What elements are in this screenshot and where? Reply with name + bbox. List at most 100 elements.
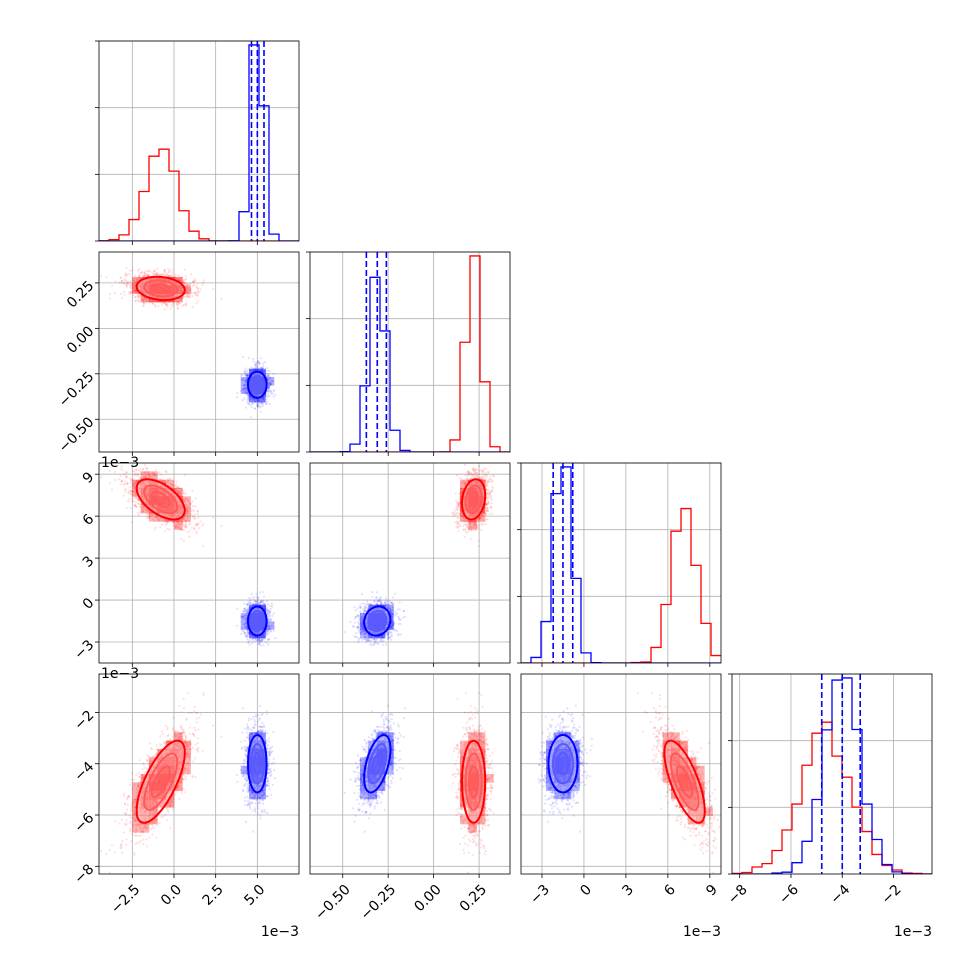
- data-point: [142, 275, 145, 278]
- data-point: [138, 283, 142, 286]
- data-point: [129, 269, 132, 272]
- data-point: [138, 275, 141, 278]
- data-point: [129, 284, 132, 287]
- data-point: [131, 287, 134, 290]
- data-point: [119, 292, 122, 295]
- data-point: [174, 275, 177, 278]
- data-point: [188, 296, 191, 299]
- data-point: [272, 629, 275, 633]
- data-point: [127, 500, 130, 503]
- data-point: [266, 401, 269, 404]
- data-point: [260, 366, 263, 369]
- data-point: [152, 269, 156, 272]
- data-point: [123, 473, 126, 476]
- data-point: [186, 290, 189, 294]
- data-point: [108, 293, 111, 296]
- data-point: [185, 295, 188, 298]
- data-point: [176, 299, 179, 302]
- data-point: [137, 293, 140, 296]
- data-point: [134, 289, 137, 292]
- panel-frame: [98, 40, 300, 242]
- data-point: [250, 366, 253, 369]
- data-point: [136, 279, 139, 282]
- data-point: [165, 272, 168, 275]
- data-point: [184, 282, 187, 286]
- data-point: [131, 268, 134, 272]
- data-point: [132, 277, 135, 280]
- data-point: [153, 269, 156, 272]
- data-point: [184, 302, 188, 305]
- data-point: [142, 271, 145, 274]
- data-point: [165, 303, 168, 307]
- data-point: [193, 280, 196, 283]
- data-point: [155, 468, 158, 471]
- data-point: [187, 292, 190, 295]
- data-point: [197, 522, 200, 525]
- data-point: [252, 360, 255, 363]
- data-point: [197, 516, 200, 519]
- data-point: [194, 293, 197, 296]
- data-point: [243, 370, 246, 373]
- data-point: [147, 274, 150, 277]
- data-point: [186, 292, 189, 295]
- data-point: [142, 300, 145, 303]
- data-point: [178, 302, 181, 305]
- data-point: [108, 482, 111, 485]
- data-point: [245, 367, 248, 370]
- data-point: [188, 296, 191, 299]
- data-point: [140, 298, 143, 301]
- data-point: [243, 397, 246, 400]
- data-point: [143, 302, 146, 305]
- data-point: [163, 274, 166, 277]
- density-cell: [157, 285, 166, 294]
- data-point: [195, 530, 198, 533]
- data-point: [125, 506, 128, 509]
- data-point: [139, 289, 142, 292]
- data-point: [254, 362, 257, 365]
- data-point: [191, 505, 194, 508]
- data-point: [191, 489, 194, 492]
- data-point: [142, 301, 145, 304]
- data-point: [133, 282, 136, 285]
- data-point: [130, 521, 133, 524]
- data-point: [196, 509, 199, 512]
- data-point: [182, 278, 185, 281]
- data-point: [151, 273, 154, 276]
- data-point: [201, 283, 204, 286]
- data-point: [196, 512, 200, 516]
- data-point: [167, 274, 171, 277]
- data-point: [137, 275, 140, 278]
- density-cell: [165, 277, 175, 286]
- data-point: [212, 516, 215, 520]
- data-point: [198, 290, 201, 293]
- data-point: [138, 283, 141, 286]
- data-point: [147, 273, 150, 276]
- data-point: [180, 299, 183, 302]
- data-point: [143, 271, 147, 274]
- data-point: [247, 356, 250, 360]
- data-point: [144, 297, 147, 300]
- data-point: [119, 276, 122, 279]
- data-point: [122, 282, 125, 285]
- data-point: [175, 300, 178, 303]
- data-point: [261, 367, 264, 370]
- data-point: [154, 526, 157, 529]
- data-point: [249, 416, 252, 419]
- data-point: [185, 282, 188, 285]
- data-point: [134, 289, 137, 292]
- data-point: [176, 301, 179, 304]
- data-point: [182, 281, 185, 284]
- data-point: [146, 293, 149, 296]
- data-point: [192, 281, 196, 284]
- data-point: [267, 386, 271, 389]
- data-point: [172, 524, 175, 527]
- data-point: [274, 393, 277, 396]
- data-point: [174, 282, 177, 285]
- data-point: [129, 292, 132, 295]
- data-point: [145, 466, 148, 470]
- data-point: [160, 473, 163, 476]
- data-point: [166, 305, 169, 308]
- data-point: [269, 370, 272, 373]
- data-point: [174, 282, 177, 285]
